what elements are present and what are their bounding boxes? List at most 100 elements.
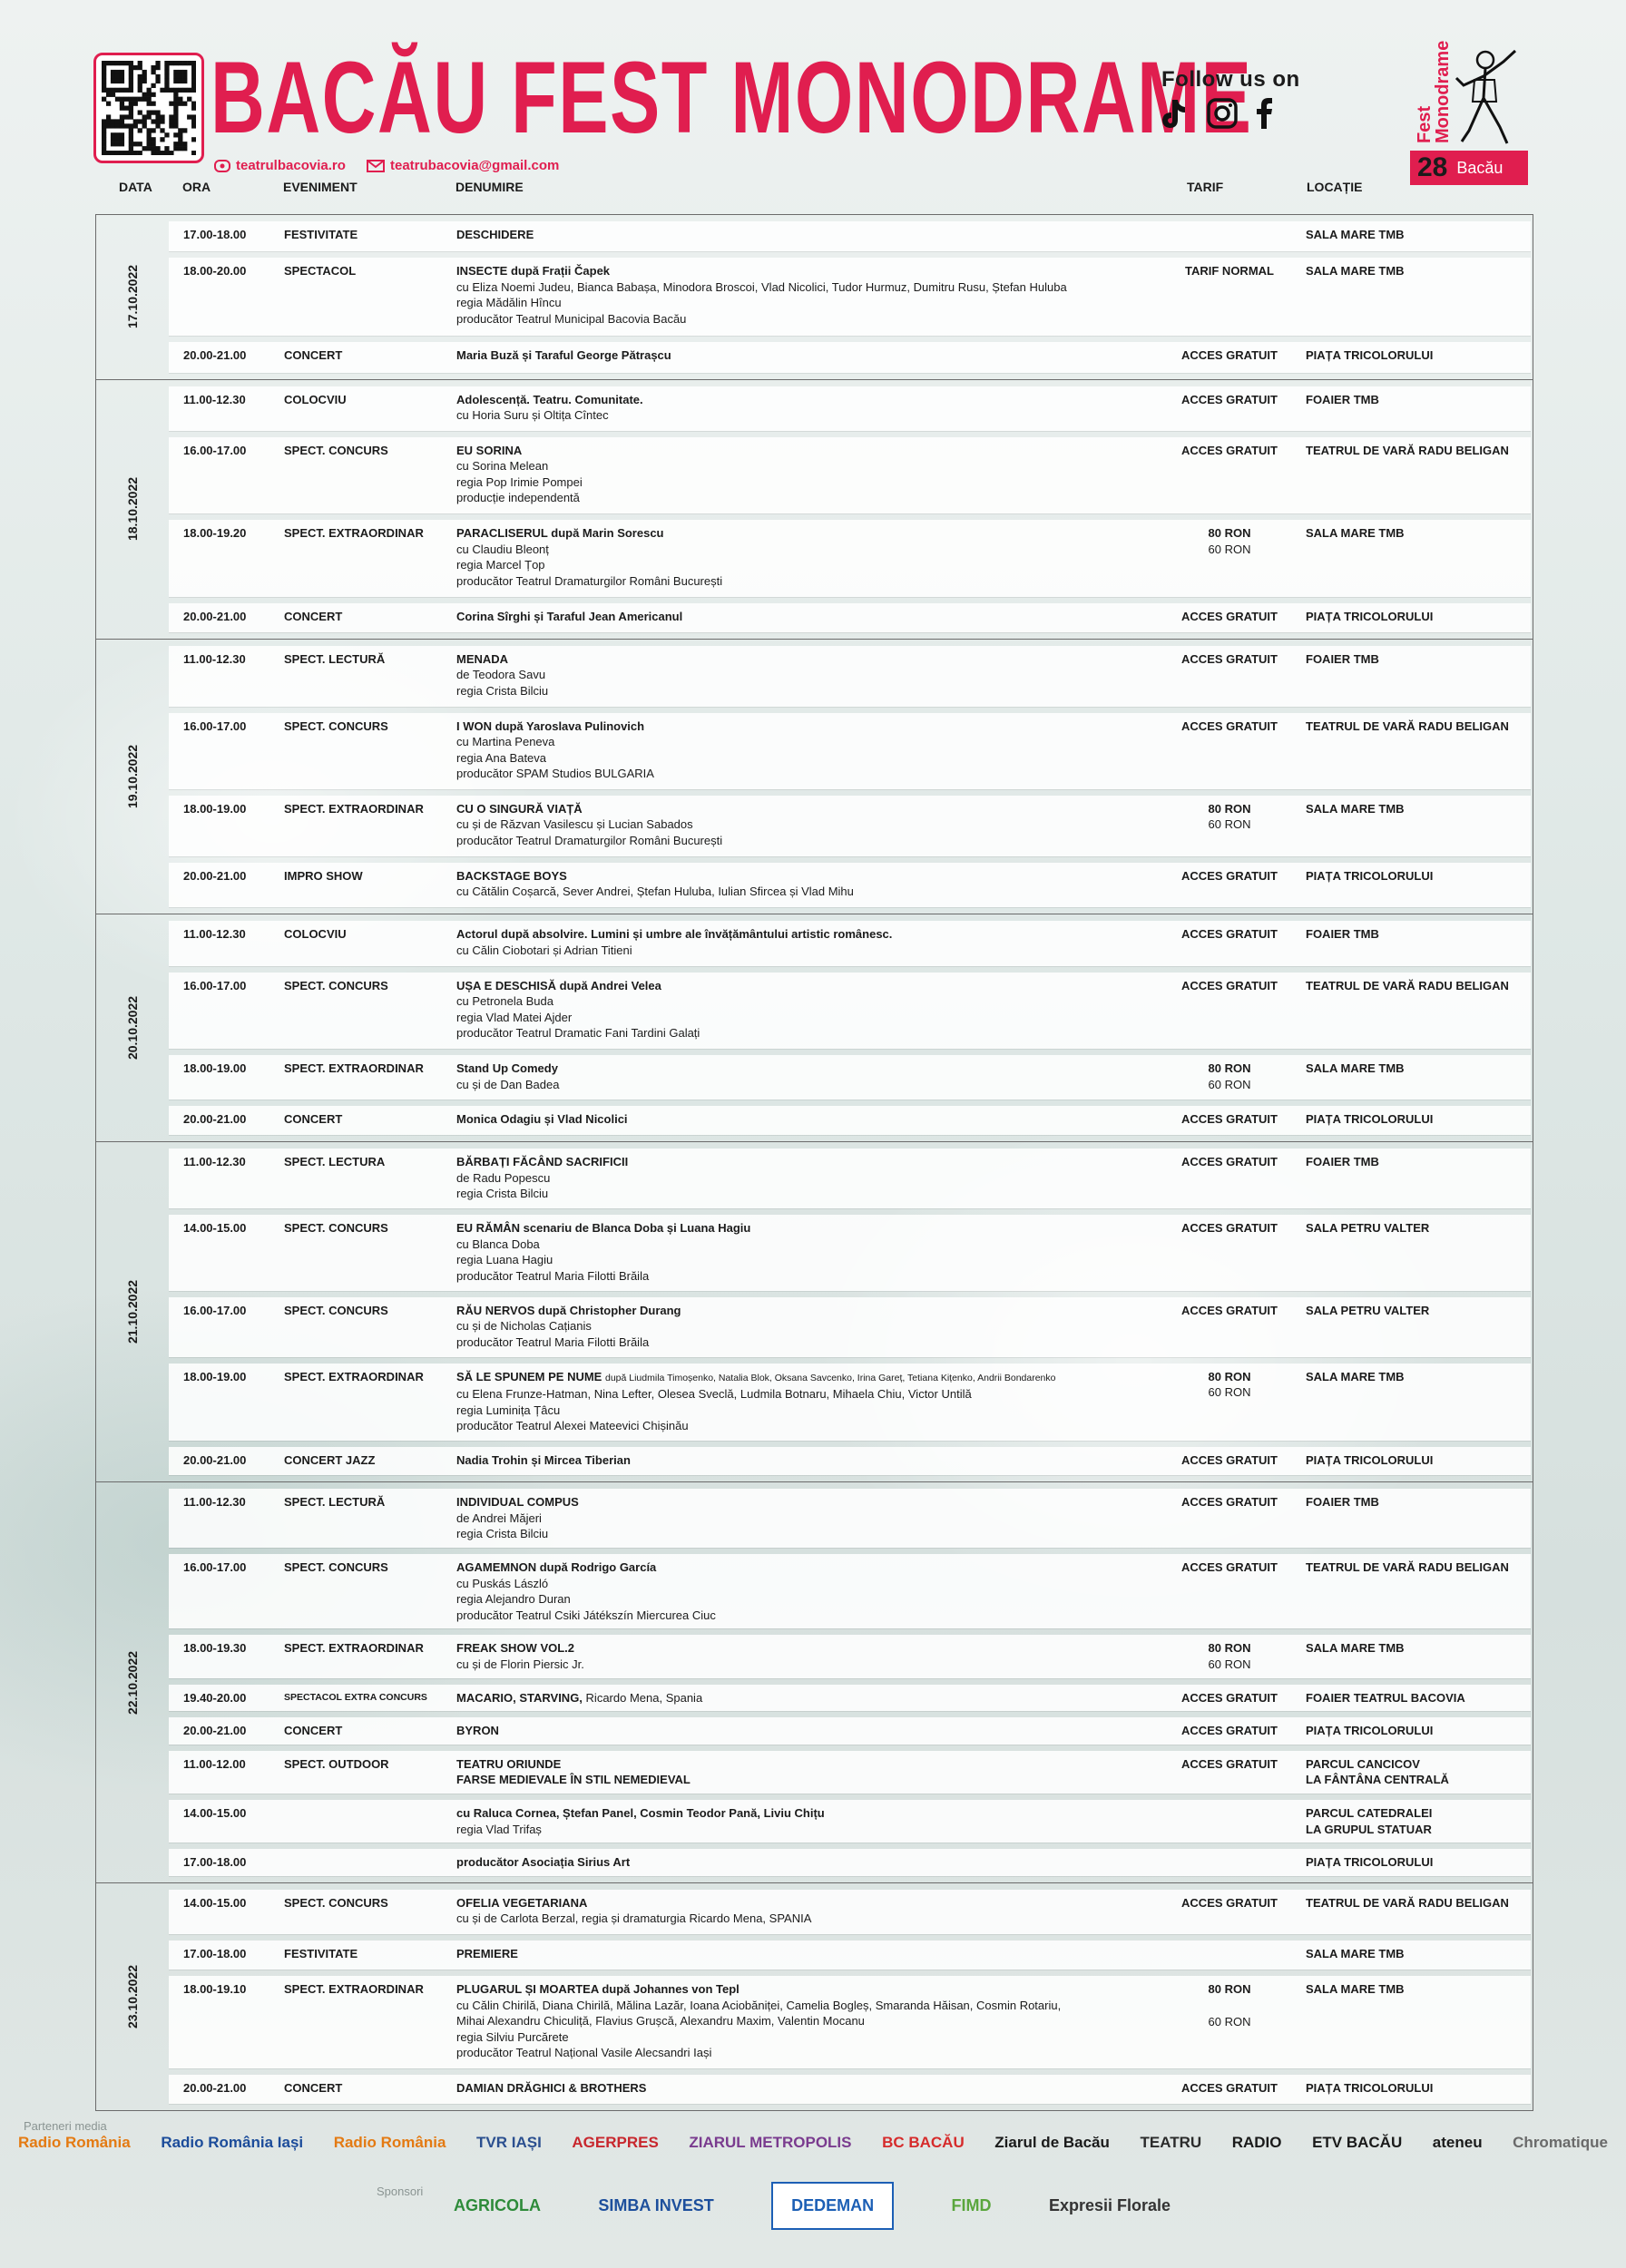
logo-text: Fest Monodrame	[1415, 41, 1453, 143]
event-name: BĂRBAȚI FĂCÂND SACRIFICII de Radu Popescu…	[456, 1154, 1153, 1202]
name-bold: producător Asociația Sirius Art	[456, 1855, 631, 1870]
qr-module	[182, 78, 188, 84]
qr-module	[114, 132, 121, 138]
qr-module	[178, 61, 183, 66]
qr-module	[142, 73, 147, 80]
event-type: SPECT. LECTURĂ	[284, 651, 386, 666]
qr-module	[146, 96, 152, 102]
qr-module	[169, 101, 174, 106]
event-type: FESTIVITATE	[284, 1947, 358, 1961]
tarif-line: ACCES GRATUIT	[1181, 978, 1278, 992]
qr-module	[146, 114, 152, 120]
tarif: ACCES GRATUIT	[1153, 1303, 1306, 1319]
location: TEATRUL DE VARĂ RADU BELIGAN	[1306, 719, 1531, 735]
location-line: SALA PETRU VALTER	[1306, 1303, 1430, 1317]
event-name: I WON după Yaroslava Pulinovich cu Martin…	[456, 719, 1153, 782]
name-bold: RĂU NERVOS după Christopher Durang	[456, 1303, 681, 1317]
name-bold: Corina Sîrghi și Taraful Jean Americanul	[456, 609, 683, 623]
facebook-icon[interactable]	[1257, 98, 1272, 129]
event-type: SPECT. CONCURS	[284, 978, 388, 992]
name-bold: PREMIERE	[456, 1947, 518, 1961]
time: 16.00-17.00	[183, 719, 247, 733]
name-bold: Monica Odagiu și Vlad Nicolici	[456, 1112, 628, 1127]
event-type: SPECT. OUTDOOR	[284, 1756, 389, 1771]
qr-module	[191, 151, 196, 155]
name-line: producție independentă	[456, 491, 580, 505]
qr-module	[114, 119, 121, 124]
time: 20.00-21.00	[183, 1453, 247, 1468]
tarif: 80 RON 60 RON	[1153, 801, 1306, 833]
instagram-icon[interactable]	[1207, 98, 1238, 129]
qr-module	[105, 92, 112, 97]
tarif-line: ACCES GRATUIT	[1181, 651, 1278, 666]
name-line: de Radu Popescu	[456, 1170, 551, 1185]
tarif-line: ACCES GRATUIT	[1181, 1155, 1278, 1169]
location-line: LA GRUPUL STATUAR	[1306, 1822, 1432, 1836]
day-block: 23.10.2022 14.00-15.00 SPECT. CONCURS OFELI…	[96, 1883, 1533, 2110]
qr-module	[169, 123, 174, 129]
name-line: cu Petronela Buda	[456, 994, 553, 1009]
qr-module	[137, 61, 142, 66]
qr-module	[146, 137, 152, 142]
partner-logo: TVR IAȘI	[476, 2134, 542, 2151]
day-rows: 14.00-15.00 SPECT. CONCURS OFELIA VEGETARI…	[169, 1883, 1533, 2110]
qr-module	[151, 110, 156, 115]
event-row: 14.00-15.00 SPECT. CONCURS OFELIA VEGETARI…	[169, 1889, 1531, 1935]
tiktok-icon[interactable]	[1162, 100, 1185, 128]
name-line: producător Teatrul Maria Filotti Brăila	[456, 1268, 650, 1283]
name-bold: BACKSTAGE BOYS	[456, 868, 567, 883]
location-line: PARCUL CANCICOV	[1306, 1756, 1420, 1771]
column-header: LOCAȚIE	[1307, 180, 1363, 194]
qr-module	[151, 69, 156, 75]
event-type: COLOCVIU	[284, 927, 347, 942]
qr-module	[114, 151, 121, 155]
qr-module	[173, 123, 179, 129]
qr-module	[178, 142, 183, 147]
name-line: cu Sorina Melean	[456, 459, 549, 474]
name-line: regia Alejandro Duran	[456, 1592, 571, 1607]
qr-module	[173, 119, 179, 124]
location-line: TEATRUL DE VARĂ RADU BELIGAN	[1306, 978, 1509, 992]
name-line: producător SPAM Studios BULGARIA	[456, 767, 654, 781]
event-type: SPECTACOL	[284, 264, 357, 279]
qr-module	[128, 142, 133, 147]
logo-city: Bacău	[1456, 158, 1504, 177]
qr-module	[110, 123, 116, 129]
website[interactable]: teatrulbacovia.ro	[214, 158, 346, 173]
name-bold-line: RĂU NERVOS după Christopher Durang	[456, 1303, 1153, 1319]
day-block: 21.10.2022 11.00-12.30 SPECT. LECTURA BĂRBA…	[96, 1142, 1533, 1483]
location: PARCUL CANCICOV LA FÂNTÂNA CENTRALĂ	[1306, 1756, 1531, 1788]
location: PIAȚA TRICOLORULUI	[1306, 2080, 1531, 2097]
event-row: 18.00-19.00 SPECT. EXTRAORDINAR Stand Up C…	[169, 1055, 1531, 1100]
event-name: MACARIO, STARVING, Ricardo Mena, Spania	[456, 1690, 1153, 1706]
qr-module	[114, 87, 121, 93]
email[interactable]: teatrubacovia@gmail.com	[367, 158, 559, 173]
qr-module	[105, 123, 112, 129]
logo-box: 28 Bacău	[1410, 151, 1528, 185]
name-bold-line: Stand Up Comedy	[456, 1061, 1153, 1077]
qr-module	[169, 151, 174, 155]
name-line: regia Crista Bilciu	[456, 1527, 549, 1541]
logo-number: 28	[1417, 152, 1448, 182]
name-bold: DESCHIDERE	[456, 228, 534, 241]
tarif: ACCES GRATUIT	[1153, 1895, 1306, 1911]
qr-module	[169, 87, 174, 93]
event-row: 11.00-12.30 COLOCVIU Adolescență. Teatru. …	[169, 386, 1531, 431]
tarif-line: ACCES GRATUIT	[1181, 1495, 1278, 1510]
time: 16.00-17.00	[183, 1560, 247, 1575]
event-row: 16.00-17.00 SPECT. CONCURS UȘA E DESCHISĂ …	[169, 972, 1531, 1050]
event-name: Corina Sîrghi și Taraful Jean Americanul	[456, 609, 1153, 625]
tarif-line: 80 RON	[1208, 1369, 1251, 1383]
qr-module	[123, 151, 130, 155]
name-line: cu Călin Ciobotari și Adrian Titieni	[456, 943, 632, 957]
name-extra: după Liudmila Timoșenko, Natalia Blok, O…	[604, 1372, 1056, 1383]
qr-module	[102, 96, 107, 102]
name-bold: OFELIA VEGETARIANA	[456, 1895, 588, 1910]
location: SALA PETRU VALTER	[1306, 1220, 1531, 1237]
day-rows: 17.00-18.00 FESTIVITATE DESCHIDERE SALA MAR…	[169, 215, 1533, 379]
qr-module	[178, 101, 183, 106]
qr-module	[146, 146, 152, 152]
name-bold-line: BĂRBAȚI FĂCÂND SACRIFICII	[456, 1154, 1153, 1170]
name-bold-line: Corina Sîrghi și Taraful Jean Americanul	[456, 609, 1153, 625]
sponsor-logo: AGRICOLA	[454, 2196, 541, 2214]
